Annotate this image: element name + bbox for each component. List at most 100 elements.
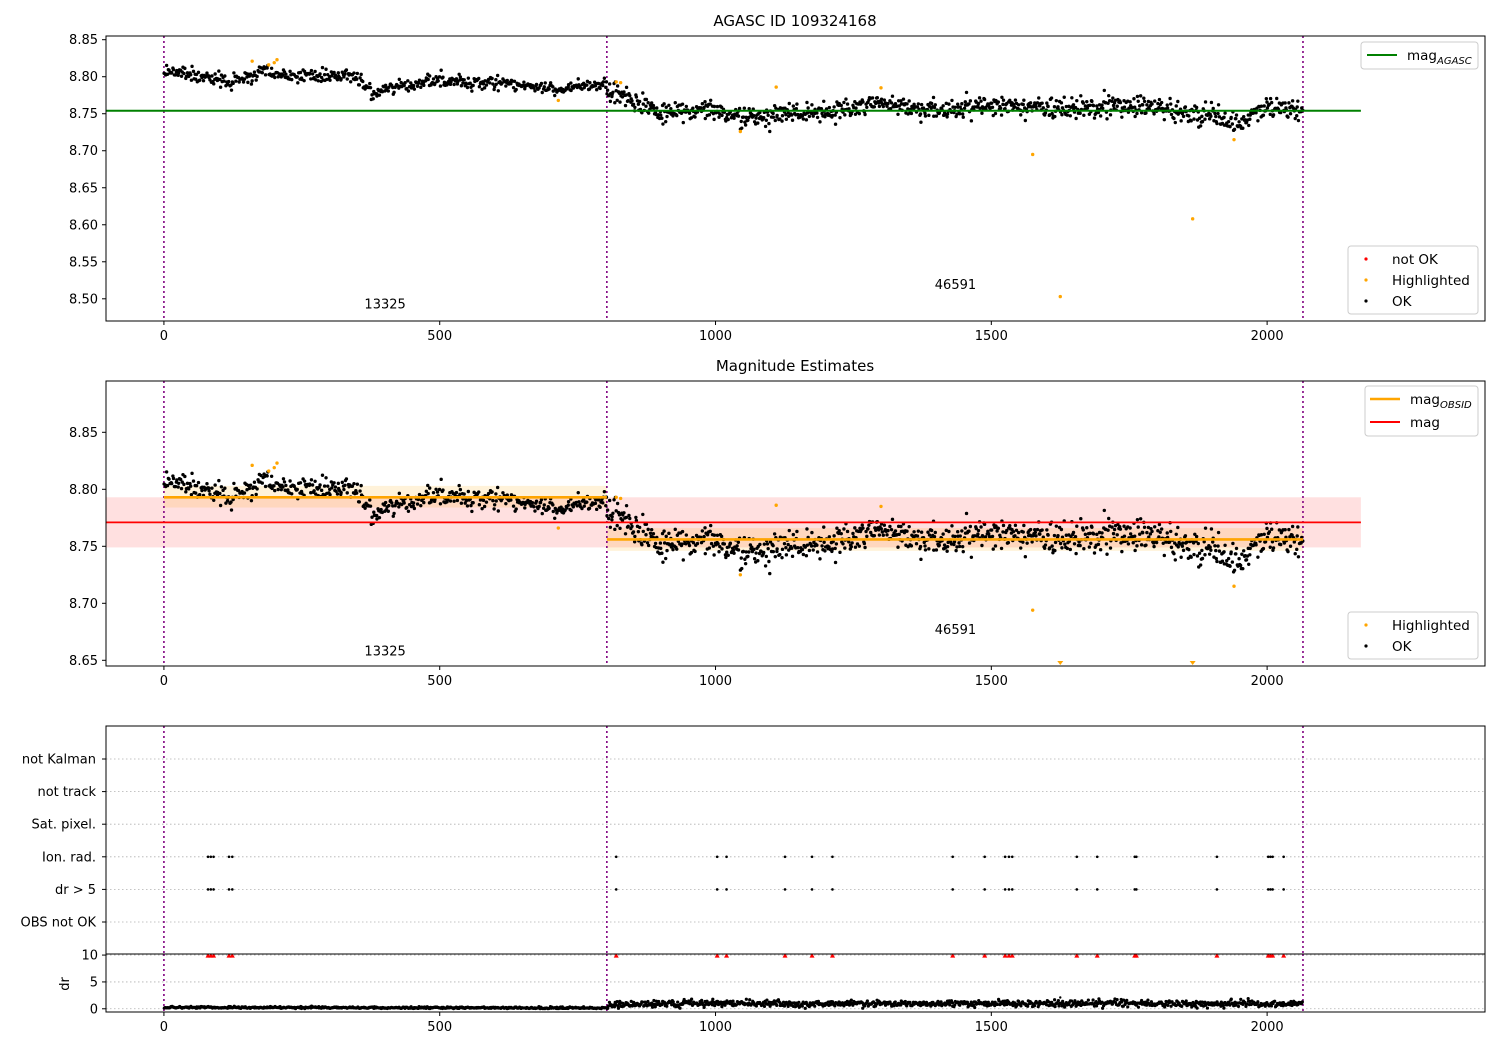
ok-point [598, 86, 602, 91]
ok-point [179, 486, 184, 491]
x-tick-label: 1000 [699, 329, 732, 344]
ok-point [282, 480, 287, 484]
ok-point [309, 77, 313, 81]
dr-point [1222, 1006, 1226, 1010]
flag-point [951, 855, 955, 859]
ok-point [471, 83, 475, 88]
flag-point [206, 855, 210, 859]
ok-point [787, 528, 791, 533]
ok-point [615, 523, 619, 528]
x-tick-label: 2000 [1251, 674, 1284, 689]
ok-point [290, 77, 294, 82]
legend-marker [1364, 644, 1368, 648]
ok-point [1087, 545, 1092, 549]
ok-point [265, 66, 269, 70]
ok-point [726, 117, 730, 122]
ok-point [1254, 543, 1258, 547]
ok-point [684, 104, 689, 109]
ok-point [645, 541, 650, 545]
ok-point [292, 484, 296, 489]
y-tick-label: 8.75 [69, 540, 98, 555]
highlighted-point [1232, 137, 1236, 142]
ok-point [699, 535, 703, 539]
ok-point [1142, 525, 1147, 530]
dr-point [1273, 999, 1277, 1003]
ok-point [931, 95, 936, 100]
ok-point [909, 544, 914, 548]
y-tick-label: 8.80 [69, 483, 98, 498]
ok-point [709, 541, 714, 546]
ok-point [764, 554, 769, 559]
ok-point [1217, 549, 1222, 553]
ok-point [339, 77, 343, 81]
ok-point [469, 503, 473, 508]
dr-point [1005, 1002, 1009, 1007]
ok-point [809, 544, 814, 548]
ok-point [575, 504, 579, 508]
ok-point [888, 107, 893, 111]
ok-point [841, 542, 845, 546]
ok-point [417, 492, 422, 497]
ok-point [665, 548, 669, 553]
flag-row-label: not track [37, 785, 96, 800]
ok-point [218, 491, 222, 496]
ok-point [775, 549, 779, 554]
ok-point [433, 497, 437, 502]
ok-point [807, 114, 812, 119]
ok-point [458, 492, 462, 496]
ok-point [772, 532, 777, 536]
legend-marker [1364, 299, 1368, 303]
ok-point [1046, 104, 1050, 109]
ok-point [1091, 532, 1096, 536]
highlighted-point [556, 526, 561, 530]
ok-point [1189, 555, 1193, 559]
ok-point [853, 545, 858, 549]
ok-point [309, 490, 313, 495]
ok-point [897, 104, 901, 108]
dr-point [629, 999, 633, 1003]
ok-point [847, 107, 851, 111]
ok-point [1058, 541, 1063, 546]
ok-point [491, 82, 495, 86]
ok-point [912, 530, 916, 534]
ok-point [1238, 563, 1243, 568]
ok-point [1167, 540, 1172, 544]
flag-point [1003, 888, 1007, 891]
ok-point [461, 81, 465, 85]
ok-point [324, 67, 328, 71]
ok-point [747, 107, 751, 111]
flag-point [1282, 888, 1285, 891]
ok-point [604, 80, 609, 84]
dr-point [953, 1003, 957, 1007]
ok-point [371, 97, 375, 101]
ok-point [839, 103, 843, 108]
ok-point [1040, 101, 1044, 105]
ok-point [774, 106, 778, 110]
ok-point [284, 483, 288, 488]
y-tick-label: 5 [90, 975, 98, 990]
ok-point [1126, 542, 1131, 546]
dr-point [1017, 999, 1021, 1004]
ok-point [1090, 525, 1094, 529]
ok-point [354, 77, 359, 81]
ok-point [387, 85, 391, 89]
ok-point [830, 113, 835, 118]
ok-point [1181, 548, 1186, 553]
ok-point [768, 540, 773, 544]
ok-point [1228, 124, 1232, 129]
legend-lower: not OK Highlighted OK [1347, 245, 1479, 315]
ok-point [1048, 546, 1052, 550]
ok-point [778, 117, 782, 121]
ok-point [412, 506, 417, 511]
ok-point [392, 90, 396, 95]
ok-point [932, 535, 937, 539]
ok-point [1222, 115, 1226, 120]
ok-point [622, 90, 626, 94]
ok-point [577, 500, 581, 504]
ok-point [368, 85, 373, 90]
ok-point [1035, 101, 1040, 105]
dr-point [1053, 1004, 1057, 1009]
ok-point [960, 112, 965, 116]
ok-point [1149, 527, 1153, 531]
